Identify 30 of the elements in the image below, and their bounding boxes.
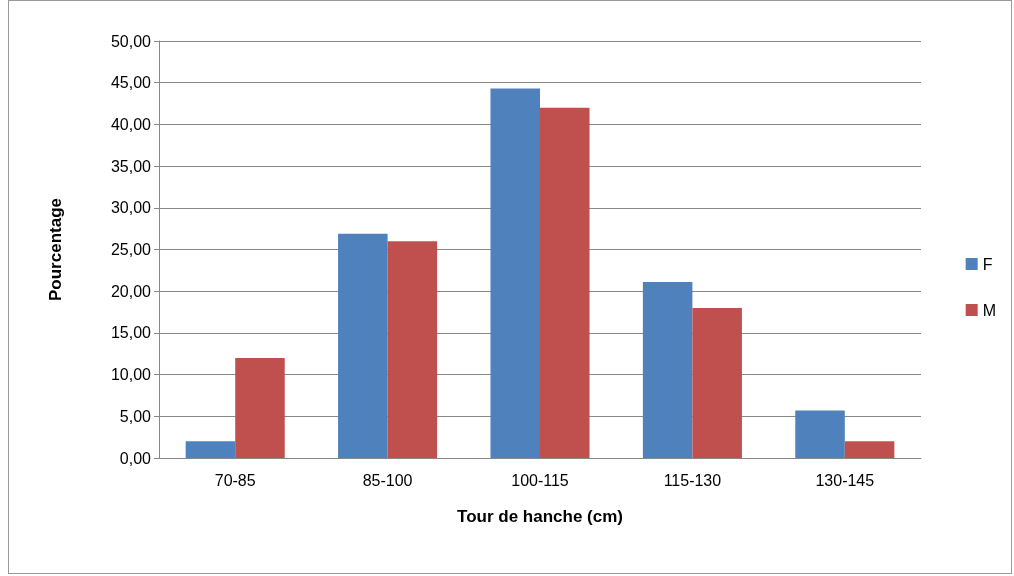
bar xyxy=(540,107,590,458)
legend-label: F xyxy=(982,255,993,273)
y-tick-label: 5,00 xyxy=(119,407,152,425)
y-tick-label: 40,00 xyxy=(110,115,152,133)
x-tick-label: 85-100 xyxy=(362,471,413,489)
bar xyxy=(235,357,285,458)
x-tick-label: 70-85 xyxy=(214,471,256,489)
y-tick-label: 45,00 xyxy=(110,74,152,92)
x-tick-label: 100-115 xyxy=(511,471,569,489)
y-tick-label: 15,00 xyxy=(110,324,152,342)
y-tick-label: 50,00 xyxy=(110,32,152,50)
bar xyxy=(795,410,845,458)
bar xyxy=(185,441,236,458)
y-tick-label: 25,00 xyxy=(110,241,152,258)
x-tick-label: 115-130 xyxy=(663,471,722,489)
bar xyxy=(692,307,742,458)
y-tick-label: 30,00 xyxy=(110,199,152,217)
x-axis-title: Tour de hanche (cm) xyxy=(457,507,623,526)
bar xyxy=(642,282,693,458)
bar xyxy=(844,441,895,458)
y-tick-label: 0,00 xyxy=(119,449,152,467)
bar xyxy=(490,88,540,458)
y-tick-label: 20,00 xyxy=(110,282,152,300)
legend-label: M xyxy=(982,301,996,319)
y-axis-title: Pourcentage xyxy=(46,198,65,301)
bar xyxy=(387,241,438,458)
bar xyxy=(338,233,388,458)
y-tick-label: 35,00 xyxy=(110,157,152,175)
y-tick-label: 10,00 xyxy=(110,366,152,384)
x-tick-label: 130-145 xyxy=(815,471,875,489)
